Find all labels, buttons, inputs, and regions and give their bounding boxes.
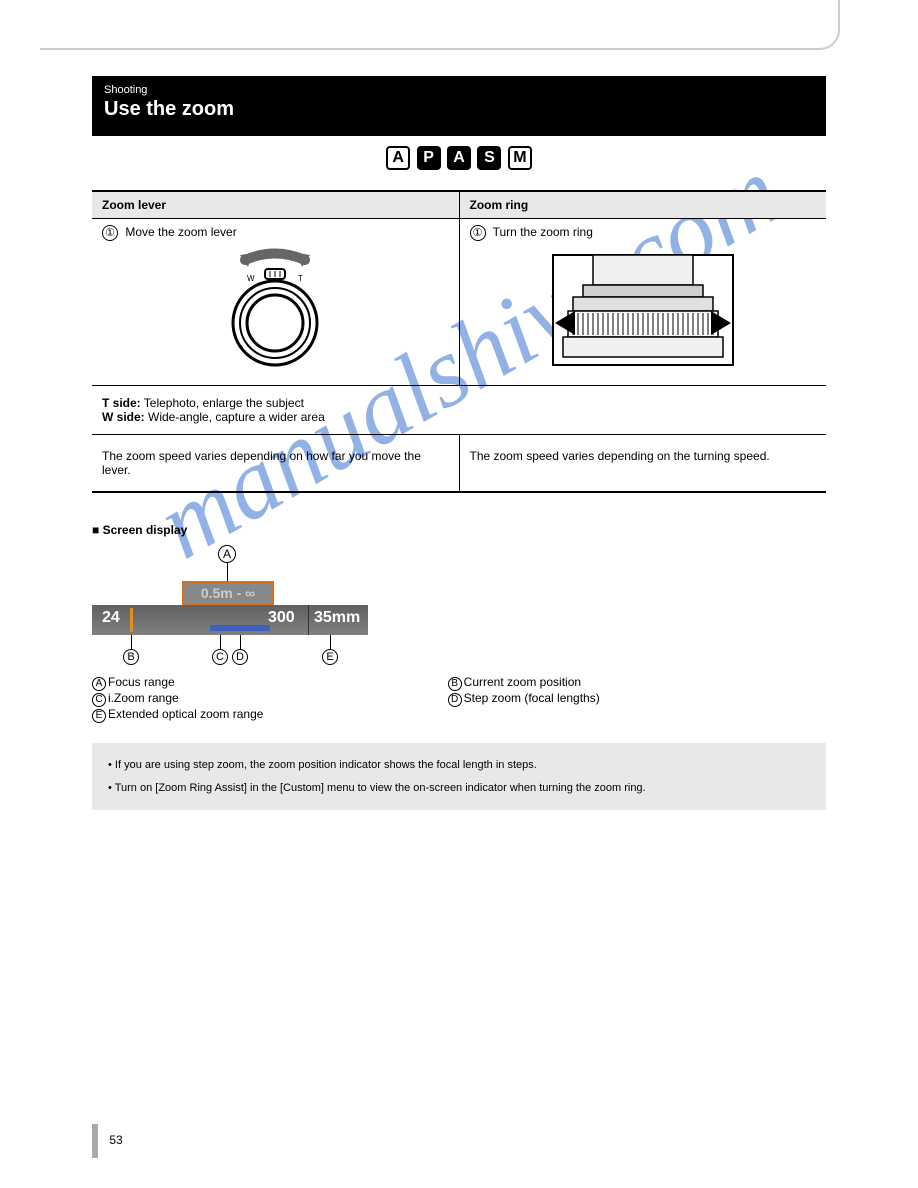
step-num-2: ① bbox=[470, 225, 486, 241]
screen-display-section: ■ Screen display A 0.5m - ∞ 24 300 35mm … bbox=[92, 523, 826, 810]
t-text: Telephoto, enlarge the subject bbox=[144, 396, 304, 410]
title-text: Use the zoom bbox=[104, 98, 814, 121]
cell-ring: ① Turn the zoom ring bbox=[459, 219, 826, 386]
zoom-lever-icon: W T bbox=[195, 245, 355, 375]
cell-lever-text: Move the zoom lever bbox=[125, 225, 236, 239]
zoom-display-diagram: A 0.5m - ∞ 24 300 35mm B C D E bbox=[92, 545, 368, 665]
leg-d: D bbox=[448, 693, 462, 707]
line-e bbox=[330, 635, 331, 649]
title-bar: Shooting Use the zoom bbox=[92, 76, 826, 136]
mode-icon-a: A bbox=[447, 146, 471, 170]
zoom-divider bbox=[308, 605, 309, 635]
zoom-position-tick bbox=[130, 608, 133, 632]
mode-icon-p: P bbox=[417, 146, 441, 170]
callout-d: D bbox=[232, 649, 248, 665]
page-content: Shooting Use the zoom A P A S M Zoom lev… bbox=[92, 76, 826, 810]
leg-e: E bbox=[92, 709, 106, 723]
w-text: Wide-angle, capture a wider area bbox=[148, 410, 325, 424]
page-num-text: 53 bbox=[109, 1133, 122, 1147]
leg-c: C bbox=[92, 693, 106, 707]
line-d bbox=[240, 635, 241, 649]
leg-b-text: Current zoom position bbox=[464, 675, 581, 689]
mode-icons: A P A S M bbox=[92, 146, 826, 170]
callout-b: B bbox=[123, 649, 139, 665]
zoom-ring-icon bbox=[543, 245, 743, 375]
note-box: • If you are using step zoom, the zoom p… bbox=[92, 743, 826, 810]
zoom-300-label: 300 bbox=[268, 609, 295, 627]
svg-text:T: T bbox=[298, 274, 303, 283]
line-c bbox=[220, 635, 221, 649]
w-label: W side: bbox=[102, 410, 145, 424]
category-text: Shooting bbox=[104, 84, 814, 96]
callout-e: E bbox=[322, 649, 338, 665]
speed-right: The zoom speed varies depending on the t… bbox=[459, 435, 826, 493]
note-2: • Turn on [Zoom Ring Assist] in the [Cus… bbox=[108, 780, 810, 797]
focus-range-box: 0.5m - ∞ bbox=[182, 581, 274, 605]
callout-a: A bbox=[218, 545, 236, 563]
cell-lever: ① Move the zoom lever W T bbox=[92, 219, 459, 386]
callout-c: C bbox=[212, 649, 228, 665]
mode-icon-s: S bbox=[477, 146, 501, 170]
speed-left: The zoom speed varies depending on how f… bbox=[92, 435, 459, 493]
th-lever: Zoom lever bbox=[92, 191, 459, 219]
izoom-range-bar bbox=[210, 625, 270, 631]
leg-a: A bbox=[92, 677, 106, 691]
th-ring: Zoom ring bbox=[459, 191, 826, 219]
mode-icon-auto: A bbox=[386, 146, 410, 170]
tele-wide-row: T side: Telephoto, enlarge the subject W… bbox=[92, 386, 826, 435]
page-tab-outline bbox=[40, 0, 840, 50]
zoom-table: Zoom lever Zoom ring ① Move the zoom lev… bbox=[92, 190, 826, 493]
leg-a-text: Focus range bbox=[108, 675, 175, 689]
leg-e-text: Extended optical zoom range bbox=[108, 707, 263, 721]
step-num-1: ① bbox=[102, 225, 118, 241]
screen-display-title: ■ Screen display bbox=[92, 523, 826, 537]
callout-a-line bbox=[227, 563, 228, 581]
page-number: 53 bbox=[92, 1124, 123, 1158]
mode-icon-m: M bbox=[508, 146, 532, 170]
zoom-35mm-label: 35mm bbox=[314, 609, 360, 627]
svg-text:W: W bbox=[247, 274, 255, 283]
page-bar bbox=[92, 1124, 98, 1158]
zoom-24-label: 24 bbox=[102, 609, 120, 627]
leg-b: B bbox=[448, 677, 462, 691]
leg-c-text: i.Zoom range bbox=[108, 691, 179, 705]
legend: AFocus range Ci.Zoom range EExtended opt… bbox=[92, 675, 826, 723]
leg-d-text: Step zoom (focal lengths) bbox=[464, 691, 600, 705]
cell-ring-text: Turn the zoom ring bbox=[493, 225, 593, 239]
t-label: T side: bbox=[102, 396, 141, 410]
note-1: • If you are using step zoom, the zoom p… bbox=[108, 757, 810, 774]
line-b bbox=[131, 635, 132, 649]
display-bar: 0.5m - ∞ 24 300 35mm bbox=[92, 581, 368, 635]
